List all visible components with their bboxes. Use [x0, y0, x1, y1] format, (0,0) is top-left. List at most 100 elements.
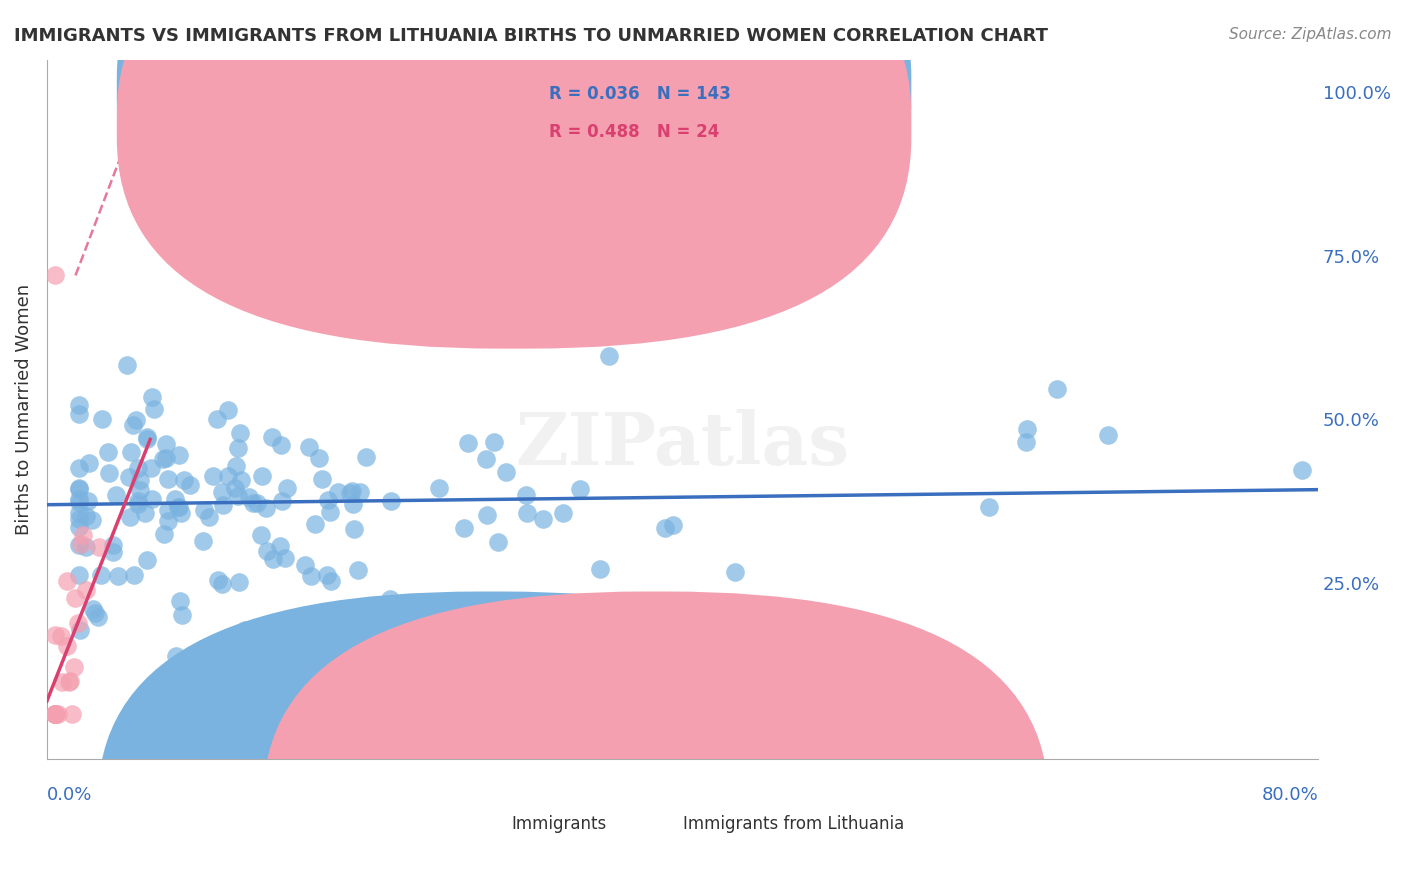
Point — [569, 482, 592, 496]
Point — [136, 432, 159, 446]
Point — [56, 574, 79, 589]
Point — [44, 706, 66, 721]
Point — [723, 565, 745, 579]
Point — [67, 398, 90, 412]
Point — [44, 706, 66, 721]
Point — [339, 486, 361, 500]
Point — [122, 567, 145, 582]
Point — [354, 450, 377, 465]
Point — [193, 533, 215, 548]
Point — [69, 623, 91, 637]
Point — [482, 434, 505, 449]
Point — [75, 508, 97, 523]
Point — [155, 437, 177, 451]
Point — [486, 535, 509, 549]
Point — [77, 456, 100, 470]
Point — [453, 521, 475, 535]
Point — [67, 460, 90, 475]
Text: 80.0%: 80.0% — [1261, 786, 1319, 804]
Point — [551, 506, 574, 520]
Point — [125, 412, 148, 426]
Point — [44, 706, 66, 721]
Point — [87, 540, 110, 554]
Point — [378, 592, 401, 607]
Point — [44, 628, 66, 642]
Point — [316, 492, 339, 507]
Point — [299, 569, 322, 583]
Point — [104, 487, 127, 501]
Point — [246, 496, 269, 510]
Point — [343, 522, 366, 536]
Text: IMMIGRANTS VS IMMIGRANTS FROM LITHUANIA BIRTHS TO UNMARRIED WOMEN CORRELATION CH: IMMIGRANTS VS IMMIGRANTS FROM LITHUANIA … — [14, 27, 1047, 45]
Point — [233, 623, 256, 637]
Y-axis label: Births to Unmarried Women: Births to Unmarried Women — [15, 284, 32, 535]
Point — [172, 608, 194, 623]
Text: ZIPatlas: ZIPatlas — [516, 409, 849, 480]
Point — [262, 552, 284, 566]
Point — [87, 610, 110, 624]
Point — [91, 412, 114, 426]
Point — [475, 452, 498, 467]
Point — [270, 438, 292, 452]
Point — [139, 460, 162, 475]
Point — [201, 469, 224, 483]
Point — [242, 495, 264, 509]
Point — [211, 498, 233, 512]
Point — [271, 493, 294, 508]
Point — [217, 402, 239, 417]
Point — [141, 390, 163, 404]
Text: Immigrants from Lithuania: Immigrants from Lithuania — [682, 815, 904, 833]
Point — [67, 520, 90, 534]
Point — [127, 498, 149, 512]
Point — [128, 483, 150, 497]
Point — [661, 518, 683, 533]
Point — [44, 706, 66, 721]
Point — [67, 408, 90, 422]
Point — [122, 417, 145, 432]
Point — [167, 500, 190, 515]
Point — [82, 601, 104, 615]
Point — [319, 574, 342, 588]
Point — [101, 538, 124, 552]
Point — [156, 472, 179, 486]
Point — [97, 444, 120, 458]
Point — [495, 465, 517, 479]
Point — [211, 484, 233, 499]
Point — [304, 517, 326, 532]
Point — [211, 577, 233, 591]
Point — [1291, 463, 1313, 477]
Point — [141, 491, 163, 506]
Point — [51, 675, 73, 690]
Point — [170, 506, 193, 520]
Point — [77, 493, 100, 508]
Point — [477, 508, 499, 522]
Point — [44, 706, 66, 721]
Point — [136, 552, 159, 566]
Point — [80, 513, 103, 527]
Point — [225, 459, 247, 474]
Point — [157, 503, 180, 517]
Point — [59, 674, 82, 689]
Point — [229, 474, 252, 488]
Point — [316, 568, 339, 582]
Point — [342, 497, 364, 511]
Point — [515, 506, 537, 520]
Point — [224, 482, 246, 496]
FancyBboxPatch shape — [117, 0, 911, 349]
Point — [69, 537, 91, 551]
Point — [67, 512, 90, 526]
Point — [269, 539, 291, 553]
Point — [342, 484, 364, 499]
Point — [167, 500, 190, 514]
Text: R = 0.036   N = 143: R = 0.036 N = 143 — [548, 85, 731, 103]
Point — [67, 506, 90, 520]
Point — [67, 495, 90, 509]
Point — [103, 545, 125, 559]
Point — [654, 521, 676, 535]
Point — [169, 594, 191, 608]
Point — [56, 639, 79, 653]
Point — [66, 615, 89, 630]
Point — [256, 544, 278, 558]
Point — [169, 449, 191, 463]
FancyBboxPatch shape — [467, 56, 873, 154]
